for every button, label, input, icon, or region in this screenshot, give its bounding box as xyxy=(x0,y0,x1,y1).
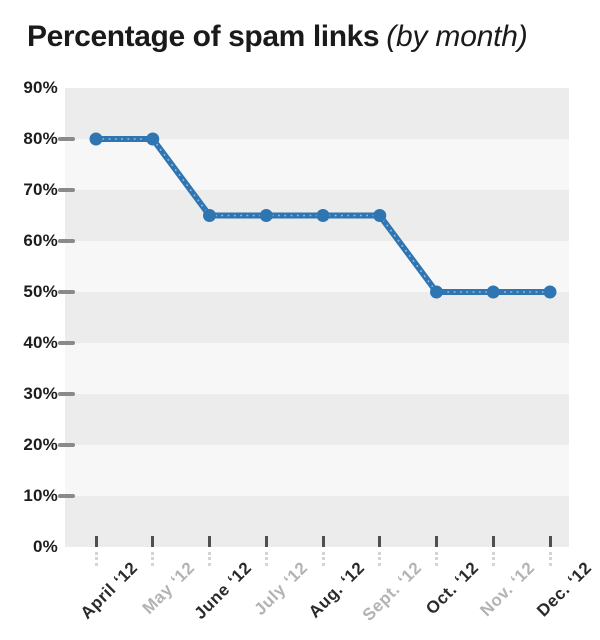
chart-title-main: Percentage of spam links xyxy=(27,20,380,53)
y-axis-label: 80% xyxy=(23,129,58,148)
plot-band xyxy=(65,394,569,445)
y-axis-label: 0% xyxy=(33,537,58,556)
y-axis-tick xyxy=(58,392,75,396)
plot-band xyxy=(65,445,569,496)
y-axis-label: 30% xyxy=(23,384,58,403)
x-axis-tick xyxy=(264,536,268,547)
data-point-marker xyxy=(486,285,500,299)
x-axis-tick xyxy=(321,536,325,547)
x-axis-subtick xyxy=(208,552,211,566)
data-point-marker xyxy=(259,209,273,222)
y-axis-tick xyxy=(58,290,75,294)
data-point-marker xyxy=(316,209,330,222)
spam-percentage-line-series xyxy=(89,132,557,299)
x-axis-subtick xyxy=(151,552,155,566)
x-axis-subtick xyxy=(94,552,98,566)
data-point-marker xyxy=(146,132,160,146)
data-point-marker xyxy=(543,285,557,299)
y-axis-label: 70% xyxy=(23,180,58,199)
x-axis-subtick xyxy=(378,552,382,566)
y-axis-label: 60% xyxy=(23,231,58,250)
y-axis-tick xyxy=(58,239,75,243)
x-axis-subtick xyxy=(435,552,438,566)
y-axis-label: 20% xyxy=(23,435,58,454)
chart-title: Percentage of spam links (by month) xyxy=(27,20,587,54)
y-axis-tick xyxy=(58,341,75,345)
data-point-marker xyxy=(89,132,103,146)
y-axis-label: 50% xyxy=(23,282,58,301)
data-point-marker xyxy=(203,209,216,222)
plot-band xyxy=(65,241,569,292)
x-axis-tick xyxy=(151,536,155,547)
x-axis-subtick xyxy=(491,552,495,566)
y-axis-tick xyxy=(58,137,75,141)
y-axis-tick xyxy=(58,443,75,447)
y-axis-tick xyxy=(58,188,75,192)
y-axis-tick xyxy=(58,494,75,498)
x-axis-tick xyxy=(378,536,382,547)
x-axis-tick xyxy=(94,536,98,547)
plot-band xyxy=(65,88,569,139)
chart-title-qualifier: (by month) xyxy=(386,20,528,53)
y-axis-label: 90% xyxy=(23,78,58,97)
plot-band xyxy=(65,139,569,190)
data-point-marker xyxy=(430,285,443,299)
plot-band xyxy=(65,496,569,547)
x-axis-tick xyxy=(491,536,495,547)
x-axis-tick xyxy=(548,536,552,547)
x-axis-subtick xyxy=(321,552,325,566)
plot-area xyxy=(65,88,569,547)
data-point-marker xyxy=(373,209,387,222)
x-axis-subtick xyxy=(548,552,552,566)
y-axis-label: 10% xyxy=(23,486,58,505)
plot-band xyxy=(65,343,569,394)
y-axis-label: 40% xyxy=(23,333,58,352)
x-axis-subtick xyxy=(264,552,268,566)
plot-band xyxy=(65,292,569,343)
x-axis-tick xyxy=(435,536,438,547)
x-axis-tick xyxy=(208,536,211,547)
